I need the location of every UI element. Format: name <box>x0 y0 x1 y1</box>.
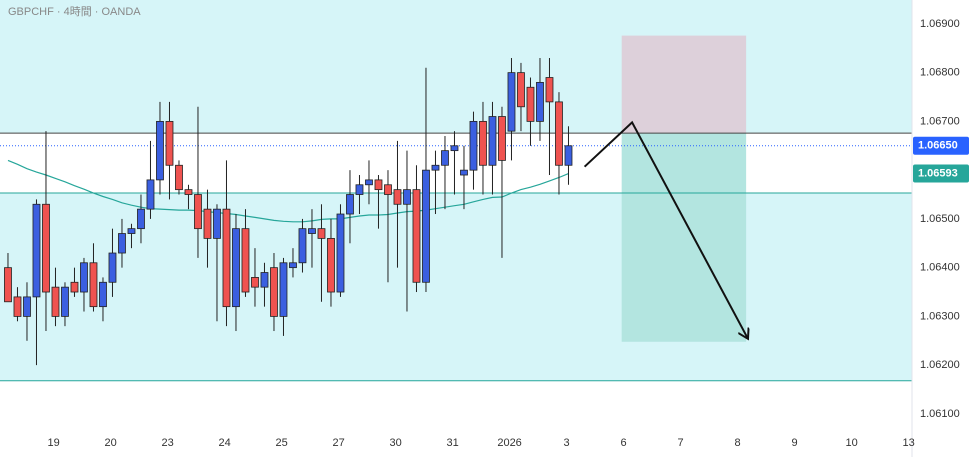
candle-body <box>260 272 269 288</box>
price-label-box <box>913 136 969 155</box>
y-tick-label: 1.06900 <box>920 18 960 30</box>
candle-body <box>450 145 459 152</box>
moving-average <box>7 159 569 223</box>
candle-body <box>146 179 155 210</box>
candle-body <box>336 213 345 293</box>
x-tick-label: 25 <box>275 437 287 449</box>
candle-body <box>203 208 212 239</box>
candle-body <box>498 116 506 161</box>
candle-body <box>412 189 421 283</box>
candle-body <box>393 189 402 205</box>
candle-body <box>422 169 430 283</box>
candle-body <box>403 189 411 205</box>
candle-body <box>194 194 202 230</box>
plot-area <box>0 0 912 382</box>
candle-body <box>279 262 288 317</box>
candle-body <box>23 296 31 317</box>
candle-body <box>89 262 98 308</box>
y-tick-label: 1.06400 <box>920 262 960 274</box>
candle-body <box>184 189 193 195</box>
candle-body <box>156 120 164 181</box>
candle-body <box>488 116 497 166</box>
candle-body <box>365 179 373 186</box>
y-tick-label: 1.06200 <box>920 359 960 371</box>
candle-body <box>526 86 535 122</box>
x-tick-label: 20 <box>104 437 116 449</box>
candle-body <box>507 72 516 132</box>
x-tick-label: 30 <box>389 437 401 449</box>
candle-body <box>232 228 240 308</box>
x-tick-label: 13 <box>902 437 914 449</box>
candle-body <box>251 277 259 288</box>
candle-body <box>108 252 117 283</box>
candle-body <box>289 262 297 269</box>
x-tick-label: 7 <box>678 437 684 449</box>
x-tick-label: 6 <box>621 437 627 449</box>
candle-body <box>460 169 468 176</box>
candle-body <box>317 228 326 239</box>
price-label: 1.06593 <box>918 167 958 179</box>
candle-body <box>308 228 316 234</box>
zone <box>0 193 912 381</box>
chart-title: GBPCHF · 4時間 · OANDA <box>8 5 141 18</box>
candle-body <box>469 120 478 171</box>
candle-body <box>298 228 307 264</box>
y-tick-label: 1.06700 <box>920 115 960 127</box>
reward-zone <box>621 133 747 342</box>
x-tick-label: 23 <box>161 437 173 449</box>
candle-body <box>175 164 183 191</box>
zone <box>0 0 912 134</box>
candle-body <box>42 203 50 293</box>
candle-body <box>118 233 126 254</box>
x-tick-label: 8 <box>735 437 741 449</box>
candle-body <box>222 208 231 308</box>
candle-body <box>564 145 573 166</box>
candle-body <box>346 194 354 215</box>
candle-body <box>384 184 392 195</box>
candle-body <box>517 72 525 108</box>
candle-body <box>80 262 88 293</box>
candle-body <box>555 101 563 166</box>
x-tick-label: 10 <box>845 437 857 449</box>
price-label-box <box>913 164 969 183</box>
candle-body <box>213 208 221 239</box>
y-tick-label: 1.06500 <box>920 213 960 225</box>
candle-body <box>99 281 107 308</box>
price-label: 1.06650 <box>918 140 958 152</box>
x-tick-label: 27 <box>332 437 344 449</box>
candle-body <box>51 286 60 317</box>
x-tick-label: 24 <box>218 437 230 449</box>
candle-body <box>374 179 383 191</box>
candle-body <box>545 77 554 103</box>
candle-body <box>4 267 12 303</box>
x-tick-label: 3 <box>564 437 570 449</box>
candle-body <box>355 184 364 195</box>
candle-body <box>165 120 174 166</box>
candle-body <box>70 281 79 293</box>
y-tick-label: 1.06100 <box>920 408 960 420</box>
candle-body <box>137 208 145 230</box>
candle-body <box>61 286 69 317</box>
x-tick-label: 19 <box>47 437 59 449</box>
y-tick-label: 1.06300 <box>920 310 960 322</box>
x-tick-label: 2026 <box>497 437 521 449</box>
x-tick-label: 31 <box>446 437 458 449</box>
candle-body <box>270 267 278 317</box>
arrow <box>583 120 748 338</box>
candle-body <box>127 228 136 234</box>
candle-body <box>536 81 544 122</box>
risk-zone <box>621 35 747 134</box>
candle-body <box>241 228 250 293</box>
x-tick-label: 9 <box>792 437 798 449</box>
candle-body <box>13 296 22 317</box>
y-tick-label: 1.06800 <box>920 67 960 79</box>
candle-body <box>441 150 449 166</box>
candle-body <box>327 238 335 293</box>
candle-body <box>431 164 440 171</box>
candle-body <box>479 120 487 166</box>
candle-body <box>32 203 41 298</box>
